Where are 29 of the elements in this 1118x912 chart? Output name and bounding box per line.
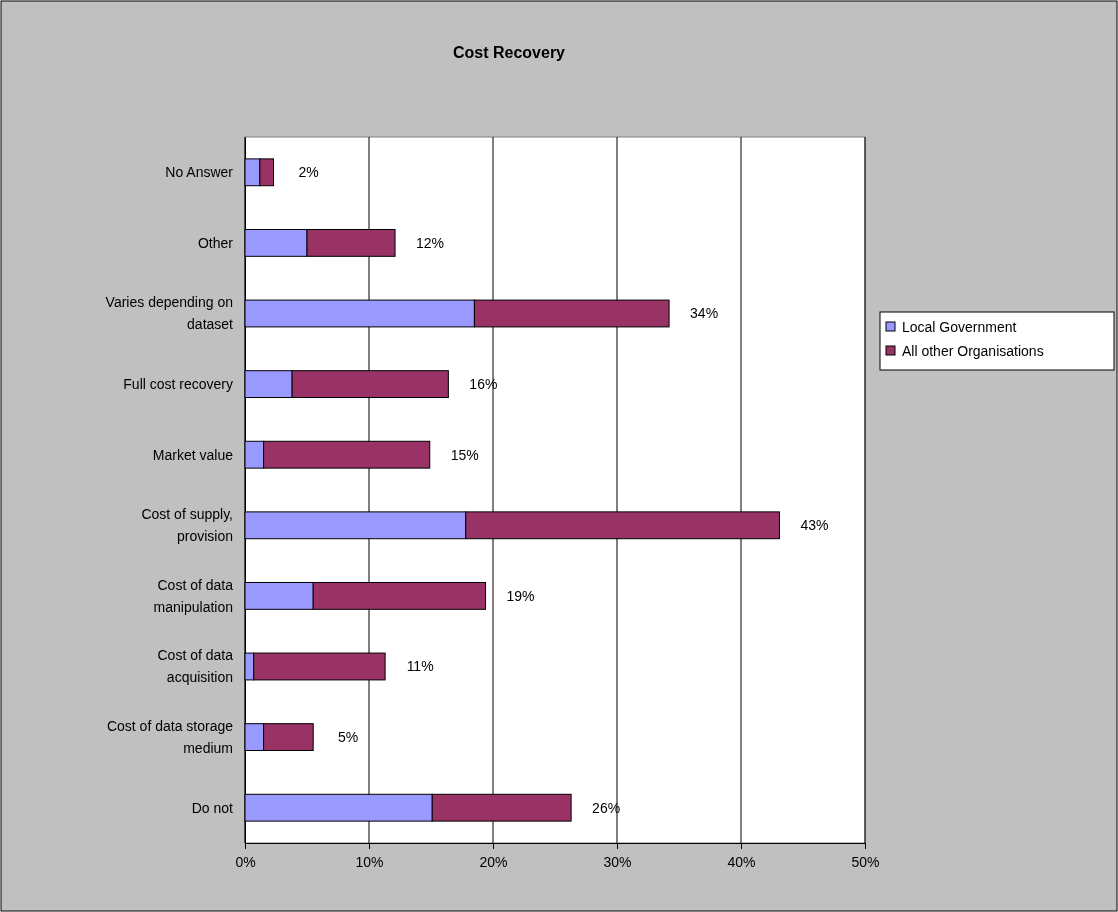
total-label: 19% <box>506 587 535 604</box>
x-tick-label: 10% <box>355 854 384 871</box>
legend-label: Local Government <box>902 318 1017 335</box>
total-label: 26% <box>592 799 621 816</box>
y-tick-label: Cost of data acquisition <box>157 647 234 686</box>
x-tick-label: 40% <box>727 854 756 871</box>
chart-title: Cost Recovery <box>452 44 566 61</box>
x-tick-label: 0% <box>235 854 256 871</box>
y-tick-label: Cost of data storage medium <box>106 718 234 756</box>
total-label: 12% <box>416 234 445 251</box>
total-label: 16% <box>469 376 498 392</box>
y-tick-label: Cost of data manipulation <box>153 576 234 615</box>
total-label: 11% <box>406 658 434 675</box>
total-label: 34% <box>690 305 719 322</box>
y-tick-label: Full cost recovery <box>123 376 233 392</box>
total-label: 5% <box>338 729 359 745</box>
y-tick-label: No Answer <box>165 164 234 181</box>
total-label: 2% <box>298 164 319 181</box>
x-tick-label: 20% <box>479 854 508 871</box>
y-tick-label: Varies depending on dataset <box>105 294 234 333</box>
total-label: 43% <box>800 517 829 534</box>
y-tick-label: Other <box>197 234 234 251</box>
y-tick-label: Do not <box>191 799 234 816</box>
y-tick-label: Market value <box>152 446 234 463</box>
total-label: 15% <box>450 446 479 463</box>
legend-label: All other Organisations <box>902 342 1044 359</box>
x-tick-label: 30% <box>603 854 632 871</box>
x-tick-label: 50% <box>851 854 880 871</box>
y-tick-label: Cost of supply, provision <box>141 506 233 545</box>
